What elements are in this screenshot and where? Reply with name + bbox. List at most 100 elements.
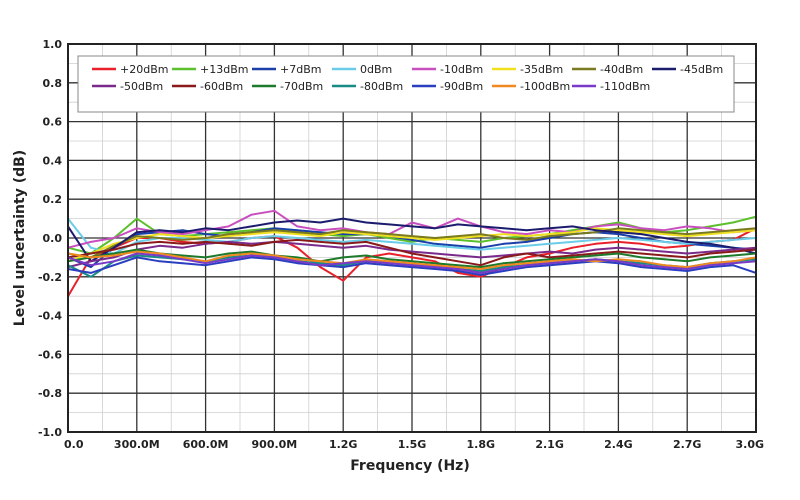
data-point [594, 252, 597, 255]
data-point [640, 229, 643, 232]
legend-label: -40dBm [600, 63, 643, 76]
data-point [434, 252, 436, 255]
data-point [365, 221, 367, 224]
data-point [434, 260, 436, 263]
data-point [342, 264, 345, 267]
data-point [502, 264, 505, 267]
data-point [594, 229, 597, 232]
data-point [158, 233, 161, 236]
data-point [319, 241, 322, 243]
data-point [273, 229, 276, 232]
data-point [617, 260, 620, 263]
data-point [342, 242, 345, 245]
data-point [640, 266, 643, 268]
data-point [502, 268, 505, 270]
data-point [457, 260, 459, 263]
data-point [204, 227, 207, 230]
legend: +20dBm +13dBm +7dBm 0dBm -10dBm -35dBm -40dBm -… [77, 55, 735, 113]
data-point [273, 235, 276, 238]
data-point [434, 264, 436, 267]
data-point [365, 260, 367, 263]
data-point [204, 256, 207, 259]
data-point [250, 237, 253, 239]
data-point [457, 235, 459, 238]
data-point [181, 233, 184, 236]
data-point [158, 231, 161, 234]
data-point [296, 237, 299, 239]
x-tick-label: 1.2G [329, 438, 358, 451]
data-point [158, 256, 161, 259]
data-point [479, 256, 482, 259]
y-tick-label: 0.2 [43, 193, 63, 206]
data-point [434, 266, 436, 268]
data-point [411, 260, 413, 263]
data-point [732, 254, 734, 257]
data-point [113, 248, 115, 251]
data-point [663, 254, 666, 257]
data-point [181, 256, 184, 259]
data-point [502, 266, 505, 268]
data-point [227, 233, 230, 236]
data-point [571, 233, 574, 236]
data-point [181, 254, 184, 257]
data-point [640, 264, 643, 267]
data-point [457, 272, 459, 274]
data-point [135, 252, 138, 255]
data-point [686, 241, 689, 243]
x-tick-label: 900.0M [252, 438, 298, 451]
legend-label: -35dBm [520, 63, 563, 76]
data-point [158, 260, 161, 263]
data-point [548, 262, 551, 265]
legend-label: +20dBm [120, 63, 168, 76]
data-point [548, 250, 551, 253]
plot-border [67, 43, 757, 433]
data-point [227, 258, 230, 261]
data-point [411, 237, 413, 239]
data-point [411, 242, 413, 245]
data-point [479, 264, 482, 267]
data-point [479, 275, 482, 278]
y-tick-label: 1.0 [43, 38, 63, 51]
series-lines [67, 209, 757, 298]
data-point [319, 231, 322, 234]
data-point [457, 266, 459, 268]
x-tick-label: 1.5G [398, 438, 427, 451]
data-point [411, 235, 413, 238]
data-point [250, 256, 253, 259]
data-point [388, 241, 390, 243]
legend-label: -70dBm [280, 80, 323, 93]
data-point [227, 225, 230, 228]
data-point [204, 237, 207, 239]
data-point [319, 260, 322, 263]
data-point [388, 233, 390, 236]
data-point [709, 233, 711, 236]
x-tick-label: 300.0M [114, 438, 160, 451]
data-point [479, 233, 482, 236]
legend-label: +7dBm [280, 63, 321, 76]
data-point [250, 233, 253, 236]
data-point [181, 231, 184, 234]
data-point [319, 244, 322, 247]
data-point [273, 254, 276, 257]
data-point [709, 266, 711, 268]
data-point [502, 254, 505, 257]
data-point [90, 266, 92, 268]
data-point [273, 227, 276, 230]
data-point [640, 237, 643, 239]
data-point [617, 223, 620, 226]
data-point [113, 254, 115, 257]
data-point [319, 221, 322, 224]
data-point [113, 246, 115, 249]
data-point [388, 248, 390, 251]
data-point [732, 260, 734, 263]
data-point [90, 272, 92, 274]
data-point [181, 237, 184, 239]
data-point [457, 246, 459, 249]
data-point [548, 258, 551, 261]
data-point [479, 225, 482, 228]
data-point [227, 254, 230, 257]
data-point [594, 225, 597, 228]
data-point [319, 266, 322, 268]
data-point [90, 264, 92, 267]
legend-label: +13dBm [200, 63, 248, 76]
